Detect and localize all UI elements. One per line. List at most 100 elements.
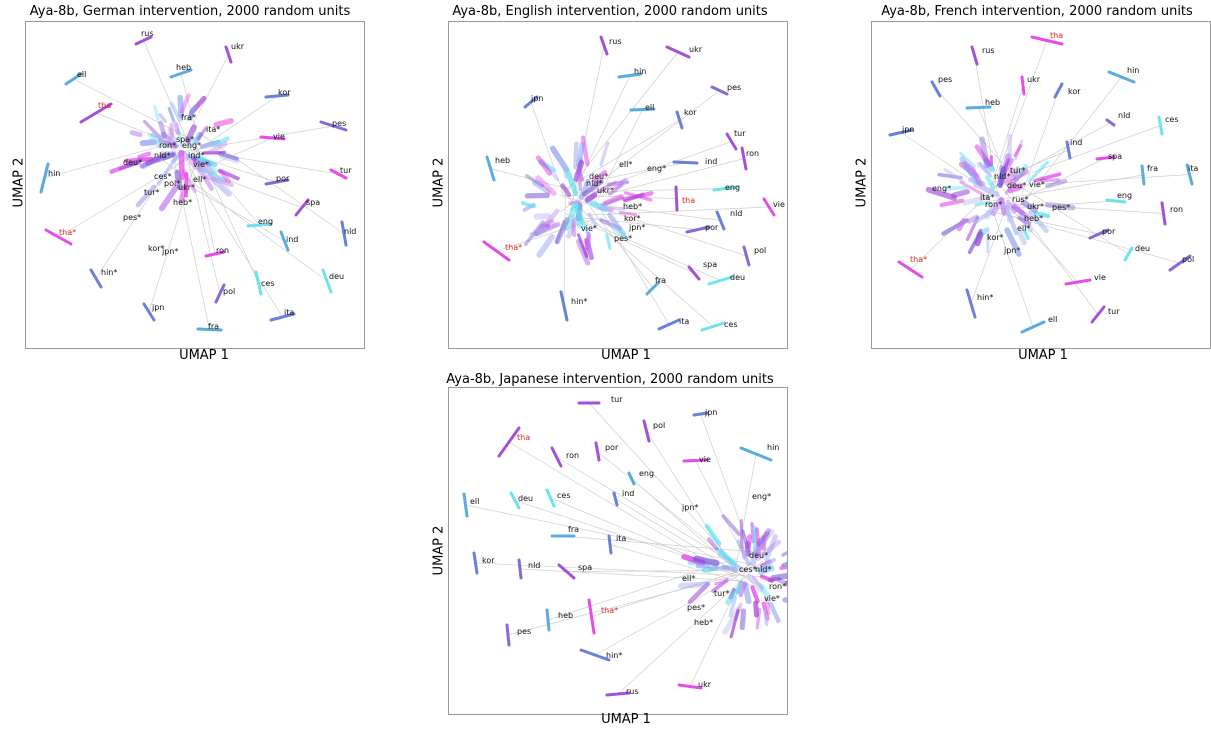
point-stroke-ces — [1159, 117, 1162, 134]
point-stroke-pes — [507, 625, 509, 645]
point-label-pol: pol — [754, 246, 766, 255]
point-label-hin: hin — [48, 169, 60, 178]
point-stroke-ita — [609, 536, 611, 553]
cluster-stroke — [756, 603, 757, 615]
intervened-label-nld-star: nld* — [994, 172, 1010, 181]
point-stroke-heb — [547, 610, 549, 630]
cluster-stroke — [139, 154, 149, 157]
intervened-label-jpn-star: jpn* — [628, 223, 645, 232]
point-stroke-pes — [932, 82, 940, 96]
y-axis-label: UMAP 2 — [432, 526, 447, 576]
point-stroke-ukr — [1022, 77, 1024, 94]
chart-title: Aya-8b, French intervention, 2000 random… — [853, 4, 1211, 19]
point-stroke-ind — [614, 493, 617, 505]
point-label-hin*: hin* — [571, 297, 587, 306]
point-label-rus: rus — [609, 37, 622, 46]
intervened-label-ron-star: ron* — [985, 200, 1002, 209]
cluster-stroke — [752, 587, 757, 601]
point-label-tha*: tha* — [910, 255, 927, 264]
point-label-vie: vie — [699, 455, 711, 464]
point-label-kor: kor — [482, 556, 495, 565]
intervened-label-pes-star: pes* — [687, 603, 705, 612]
plot-area: rus ukr ell heb tha kor pes vie tur hin por spa nld i… — [25, 21, 365, 349]
intervened-label-vie-star: vie* — [581, 224, 597, 233]
point-label-ces: ces — [1165, 115, 1179, 124]
point-label-kor: kor — [278, 88, 291, 97]
trajectory-hin* — [564, 188, 565, 306]
point-label-ukr: ukr — [1027, 75, 1041, 84]
point-label-tha: tha — [517, 433, 530, 442]
point-stroke-ukr — [667, 47, 689, 57]
point-label-rus: rus — [626, 687, 639, 696]
point-label-ces: ces — [261, 279, 275, 288]
point-label-vie: vie — [773, 200, 785, 209]
point-stroke-ces — [702, 323, 724, 330]
point-label-tha*: tha* — [601, 606, 618, 615]
intervened-label-deu-star: deu* — [749, 551, 768, 560]
cluster-stroke — [771, 604, 779, 621]
cluster-stroke — [536, 216, 548, 217]
cluster-stroke — [155, 107, 158, 119]
point-label-ron: ron — [1170, 205, 1183, 214]
point-label-ell: ell — [470, 497, 479, 506]
cluster-stroke — [1047, 181, 1065, 186]
intervened-label-ell-star: ell* — [193, 175, 206, 184]
x-axis-label: UMAP 1 — [14, 348, 394, 363]
point-label-ind: ind — [705, 157, 717, 166]
intervened-label-eng-star: eng* — [932, 184, 951, 193]
panel-english: Aya-8b, English intervention, 2000 rando… — [420, 0, 800, 365]
point-label-rus: rus — [982, 46, 995, 55]
cluster-stroke — [1020, 233, 1024, 243]
point-label-kor: kor — [1068, 87, 1081, 96]
intervened-label-ind-star: ind* — [188, 151, 204, 160]
intervened-label-nld-star: nld* — [154, 151, 170, 160]
point-label-tur: tur — [1108, 307, 1120, 316]
point-label-ita: ita — [679, 317, 689, 326]
point-stroke-deu — [709, 277, 732, 284]
point-label-ces: ces — [724, 320, 738, 329]
point-stroke-eng — [629, 473, 634, 484]
point-label-hin*: hin* — [101, 268, 117, 277]
point-label-spa: spa — [1108, 152, 1122, 161]
point-label-deu: deu — [1135, 244, 1150, 253]
plot-area: tha rus ukr hin pes kor heb nld jpn ces ind spa fra i… — [871, 21, 1211, 349]
cluster-stroke — [954, 192, 968, 195]
intervened-label-ukr-star: ukr* — [597, 186, 614, 195]
intervened-label-ron-star: ron* — [159, 141, 176, 150]
panel-japanese: Aya-8b, Japanese intervention, 2000 rand… — [420, 368, 800, 731]
point-label-deu: deu — [518, 494, 533, 503]
point-label-nld: nld — [344, 227, 356, 236]
point-stroke-eng — [1107, 200, 1125, 202]
cluster-stroke — [785, 600, 787, 603]
point-stroke-kor — [474, 553, 477, 573]
point-label-jpn: jpn — [901, 125, 914, 134]
point-stroke-kor — [1055, 84, 1062, 97]
cluster-stroke — [770, 579, 779, 580]
point-label-ita: ita — [284, 308, 294, 317]
point-stroke-nld — [519, 560, 521, 578]
chart-title: Aya-8b, German intervention, 2000 random… — [0, 4, 380, 19]
cluster-stroke — [176, 124, 177, 132]
point-label-jpn: jpn — [151, 303, 164, 312]
cluster-stroke — [1007, 206, 1009, 221]
trajectory-tha — [993, 41, 1047, 186]
intervened-label-tur-star: tur* — [144, 188, 160, 197]
point-label-vie: vie — [273, 132, 285, 141]
point-label-tha: tha — [1050, 31, 1063, 40]
cluster-stroke — [748, 537, 749, 546]
cluster-stroke — [607, 235, 610, 248]
trajectory-fra — [589, 206, 653, 288]
point-label-ell: ell — [645, 103, 654, 112]
point-stroke-por — [596, 443, 599, 460]
cluster-stroke — [565, 169, 566, 177]
intervened-label-ron-star: ron* — [769, 582, 786, 591]
intervened-label-kor-star: kor* — [624, 214, 641, 223]
point-label-hin: hin — [1127, 66, 1139, 75]
point-stroke-hin* — [581, 650, 609, 660]
point-stroke-heb — [487, 157, 494, 180]
point-label-ita: ita — [1188, 164, 1198, 173]
point-label-heb: heb — [558, 611, 573, 620]
intervened-label-heb-star: heb* — [623, 202, 642, 211]
point-label-hin: hin — [634, 67, 646, 76]
cluster-stroke — [160, 115, 165, 121]
